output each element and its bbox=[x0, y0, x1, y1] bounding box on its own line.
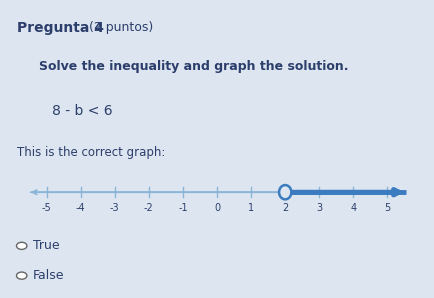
Text: Pregunta 4: Pregunta 4 bbox=[17, 21, 104, 35]
Text: -4: -4 bbox=[76, 203, 85, 213]
Text: True: True bbox=[33, 239, 59, 252]
Circle shape bbox=[279, 185, 291, 199]
Text: -1: -1 bbox=[178, 203, 188, 213]
Text: -5: -5 bbox=[42, 203, 51, 213]
Text: -3: -3 bbox=[110, 203, 119, 213]
Text: -2: -2 bbox=[144, 203, 154, 213]
Text: 1: 1 bbox=[248, 203, 254, 213]
Text: (2 puntos): (2 puntos) bbox=[85, 21, 153, 34]
Text: 2: 2 bbox=[282, 203, 288, 213]
Text: False: False bbox=[33, 269, 64, 282]
Text: 0: 0 bbox=[214, 203, 220, 213]
Text: 8 - b < 6: 8 - b < 6 bbox=[52, 104, 113, 118]
Text: This is the correct graph:: This is the correct graph: bbox=[17, 146, 166, 159]
Text: 3: 3 bbox=[316, 203, 322, 213]
Text: 5: 5 bbox=[385, 203, 391, 213]
Text: 4: 4 bbox=[350, 203, 356, 213]
Text: Solve the inequality and graph the solution.: Solve the inequality and graph the solut… bbox=[39, 60, 349, 73]
